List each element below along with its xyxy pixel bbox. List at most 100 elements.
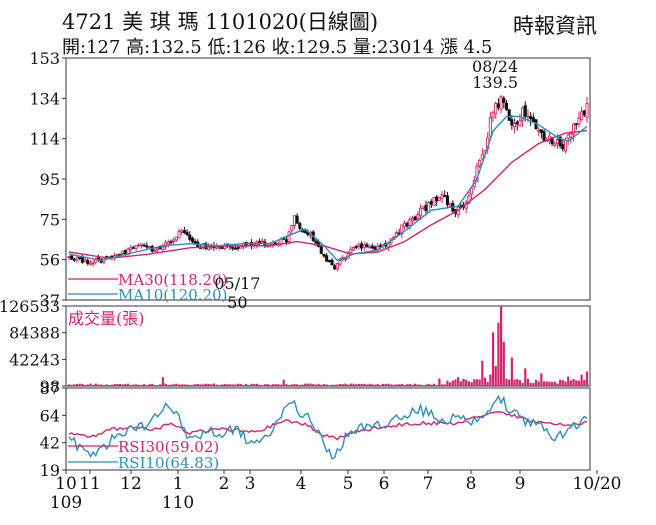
candle-body: [123, 249, 127, 255]
volume-bar: [202, 384, 205, 386]
volume-bar: [363, 383, 366, 386]
volume-bar: [116, 383, 119, 386]
candle-body: [359, 243, 364, 249]
volume-bar: [330, 384, 334, 386]
volume-bar: [78, 383, 81, 386]
x-axis-label: 9: [515, 474, 526, 494]
volume-bar: [505, 378, 508, 386]
volume-bar: [510, 357, 513, 386]
volume-bar: [513, 379, 516, 386]
candle-body: [416, 214, 420, 219]
candle-body: [236, 247, 240, 249]
volume-bar: [185, 384, 189, 386]
volume-bar: [395, 384, 398, 386]
candle-body: [413, 216, 417, 221]
candle-body: [284, 239, 288, 243]
candle-body: [239, 245, 243, 249]
volume-bar: [304, 383, 307, 386]
price-y-tick-label: 114: [29, 130, 60, 149]
candle-body: [115, 254, 119, 256]
candle-body: [131, 246, 135, 249]
volume-bar: [355, 384, 358, 386]
candle-body: [370, 245, 374, 249]
volume-bar: [486, 382, 489, 386]
volume-bar: [296, 384, 299, 386]
volume-bar: [341, 384, 344, 386]
volume-bar: [489, 374, 492, 386]
candle-body: [67, 256, 71, 258]
volume-bar: [491, 332, 495, 386]
volume-bar: [231, 384, 234, 386]
volume-bar: [314, 384, 318, 386]
candle-body: [220, 246, 224, 250]
volume-bar: [118, 384, 122, 386]
volume-bar: [84, 384, 87, 386]
candle-body: [405, 223, 409, 227]
high-date-label: 08/24: [472, 57, 518, 76]
volume-bar: [180, 384, 183, 386]
volume-bar: [129, 384, 132, 386]
candle-body: [362, 244, 366, 248]
volume-bar: [585, 371, 589, 386]
volume-bar: [516, 379, 519, 386]
candle-body: [521, 107, 525, 121]
price-y-tick-label: 56: [40, 251, 60, 270]
candle-body: [445, 195, 449, 205]
candle-body: [424, 205, 428, 212]
volume-bar: [110, 384, 114, 386]
volume-panel-label: 成交量(張): [68, 309, 145, 328]
volume-bar: [457, 377, 460, 386]
candle-body: [502, 97, 506, 103]
candle-body: [491, 111, 495, 118]
candle-body: [448, 203, 452, 207]
volume-bar: [352, 383, 355, 386]
volume-bar: [102, 384, 105, 386]
volume-bar: [534, 379, 538, 386]
volume-bar: [234, 384, 237, 386]
volume-bar: [577, 380, 581, 386]
candle-body: [325, 255, 329, 262]
volume-bar: [73, 384, 76, 386]
candle-body: [190, 237, 195, 243]
volume-bar: [132, 384, 135, 386]
candle-body: [188, 234, 192, 240]
volume-bar: [419, 384, 422, 386]
volume-bar: [279, 384, 283, 386]
volume-bar: [140, 384, 143, 386]
volume-bar: [175, 383, 178, 386]
volume-bar: [427, 383, 430, 386]
candle-body: [78, 256, 82, 259]
volume-bar: [497, 322, 500, 386]
candle-body: [134, 244, 138, 249]
candle-body: [274, 242, 278, 245]
volume-bar: [411, 384, 414, 386]
volume-bar: [242, 385, 245, 386]
candle-body: [298, 223, 302, 229]
volume-bar: [301, 384, 304, 386]
candle-body: [437, 196, 441, 201]
volume-bar: [67, 384, 71, 386]
candle-body: [537, 129, 541, 132]
rsi30-line: [68, 411, 588, 441]
rsi-y-tick-label: 64: [40, 406, 60, 425]
volume-bar: [328, 385, 331, 386]
volume-bar: [258, 384, 261, 386]
source-label: 時報資訊: [513, 14, 597, 38]
candle-body: [185, 231, 189, 236]
candle-body: [529, 116, 533, 120]
candle-body: [314, 240, 318, 244]
volume-bar: [446, 380, 449, 386]
volume-bar: [228, 384, 232, 386]
volume-bar: [317, 383, 320, 386]
volume-bar: [269, 384, 272, 386]
volume-bar: [191, 384, 194, 386]
volume-bar: [349, 383, 352, 386]
volume-bar: [89, 383, 92, 386]
rsi10-line: [68, 394, 588, 460]
candle-body: [539, 129, 543, 133]
volume-bar: [537, 381, 540, 386]
candle-body: [88, 262, 93, 265]
volume-bar: [322, 384, 326, 386]
volume-bar: [124, 384, 127, 386]
